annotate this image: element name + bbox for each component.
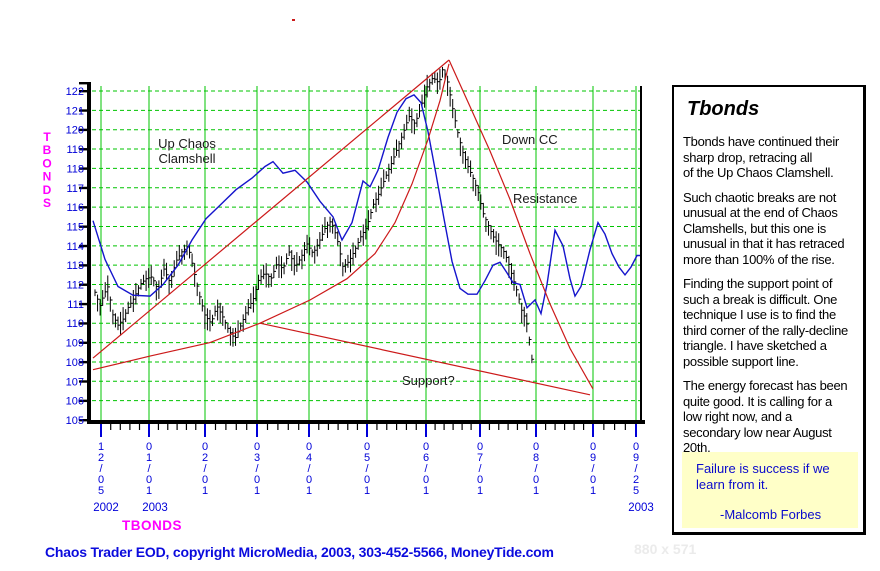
svg-text:108: 108 xyxy=(66,357,84,369)
quote-text: Failure is success if we learn from it. xyxy=(696,461,830,492)
annotation-label: Support? xyxy=(402,373,455,388)
svg-text:117: 117 xyxy=(66,183,84,195)
svg-text:113: 113 xyxy=(66,260,84,272)
svg-text:118: 118 xyxy=(66,163,84,175)
annotation-label: Up Chaos Clamshell xyxy=(158,136,216,166)
commentary-panel: Tbonds Tbonds have continued their sharp… xyxy=(672,85,866,535)
svg-text:05/01: 0 5/0 1 xyxy=(364,441,370,497)
svg-text:115: 115 xyxy=(66,221,84,233)
price-bars xyxy=(94,66,535,364)
svg-text:03/01: 0 3/0 1 xyxy=(254,441,260,497)
annotation-label: Resistance xyxy=(513,191,577,206)
svg-text:08/01: 0 8/0 1 xyxy=(533,441,539,497)
trendline-down xyxy=(448,59,594,390)
plot-artifact-dot xyxy=(292,19,295,21)
series-label: TBONDS xyxy=(122,518,182,533)
quote-signature: -Malcomb Forbes xyxy=(720,507,822,522)
x-year-labels: 2002 2003 2003 xyxy=(93,502,654,514)
forecast-line xyxy=(92,94,640,316)
svg-text:112: 112 xyxy=(66,280,84,292)
y-gridlines xyxy=(92,90,640,402)
trendline-support xyxy=(259,322,591,396)
svg-text:06/01: 0 6/0 1 xyxy=(423,441,429,497)
trendline-up-arc xyxy=(92,63,450,371)
svg-text:122: 122 xyxy=(66,86,84,98)
svg-text:2002: 2002 xyxy=(93,502,119,514)
svg-text:07/01: 0 7/0 1 xyxy=(477,441,483,497)
svg-text:2003: 2003 xyxy=(628,502,654,514)
svg-text:04/01: 0 4/0 1 xyxy=(306,441,312,497)
panel-paragraph: Such chaotic breaks are not unusual at t… xyxy=(683,189,845,267)
panel-paragraph: The energy forecast has been quite good.… xyxy=(683,378,848,455)
svg-text:116: 116 xyxy=(66,202,84,214)
svg-text:09/25: 0 9/2 5 xyxy=(633,441,639,497)
x-tick-labels: 1 2/0 5 0 1/0 1 0 2/0 1 0 3/0 1 0 4/0 1 0 5/0 1 0 6/0 1 0 7/0 1… xyxy=(98,441,639,497)
panel-paragraph: Finding the support point of such a brea… xyxy=(683,276,848,369)
quote-box: Failure is success if we learn from it. … xyxy=(682,452,858,528)
svg-text:09/01: 0 9/0 1 xyxy=(590,441,596,497)
svg-text:02/01: 0 2/0 1 xyxy=(202,441,208,497)
size-watermark: 880 x 571 xyxy=(634,541,697,557)
svg-text:111: 111 xyxy=(67,299,84,311)
panel-paragraph: Tbonds have continued their sharp drop, … xyxy=(683,134,839,180)
annotation-label: Down CC xyxy=(502,132,558,147)
svg-text:105: 105 xyxy=(66,415,84,427)
trendline-up xyxy=(92,59,450,359)
panel-title: Tbonds xyxy=(687,98,760,120)
x-gridlines xyxy=(100,86,637,420)
svg-text:110: 110 xyxy=(66,318,84,330)
svg-text:114: 114 xyxy=(66,241,84,253)
panel-body: Tbonds have continued their sharp drop, … xyxy=(674,134,863,456)
y-tick-labels: 105 106 107 108 109 110 111 112 113 114 115 116 117 1… xyxy=(66,86,84,427)
svg-text:106: 106 xyxy=(66,396,84,408)
svg-text:107: 107 xyxy=(66,376,84,388)
svg-text:120: 120 xyxy=(66,125,84,137)
axes xyxy=(79,82,645,437)
tbonds-chart: Up Chaos Clamshell Down CC Resistance Suppor… xyxy=(42,19,654,533)
svg-text:109: 109 xyxy=(66,338,84,350)
svg-text:01/01: 0 1/0 1 xyxy=(146,441,152,497)
svg-text:119: 119 xyxy=(66,144,84,156)
svg-text:121: 121 xyxy=(66,105,84,117)
svg-text:2003: 2003 xyxy=(142,502,168,514)
copyright-footer: Chaos Trader EOD, copyright MicroMedia, … xyxy=(45,544,554,560)
svg-text:12/05: 1 2/0 5 xyxy=(98,441,104,497)
